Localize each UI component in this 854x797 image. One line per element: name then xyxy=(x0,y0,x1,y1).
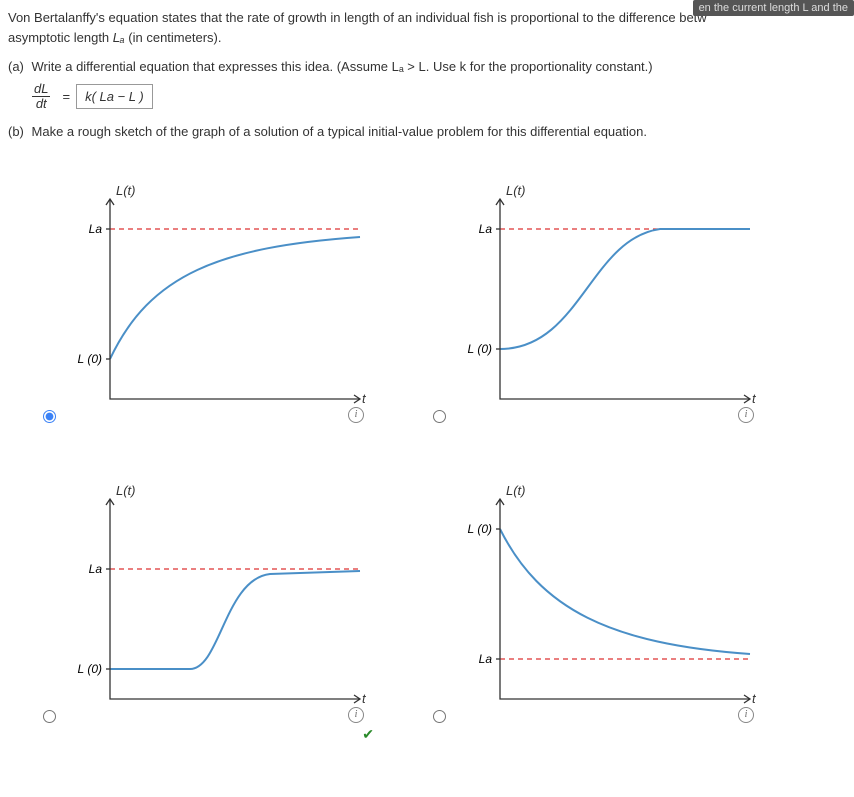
part-b-text: Make a rough sketch of the graph of a so… xyxy=(32,124,647,139)
solution-curve xyxy=(500,529,750,654)
plot: L(t) La L (0) t i xyxy=(450,479,760,729)
y-axis-label: L(t) xyxy=(116,483,136,498)
l0-label: L (0) xyxy=(468,342,492,356)
la-label: La xyxy=(89,222,103,236)
part-b: (b) Make a rough sketch of the graph of … xyxy=(8,124,846,729)
graph-radio[interactable] xyxy=(43,410,56,423)
la-label: La xyxy=(89,562,103,576)
graph-radio[interactable] xyxy=(433,410,446,423)
fraction-dL-dt: dL dt xyxy=(32,82,50,112)
plot: L(t) La L (0) t i xyxy=(60,179,370,429)
x-axis-label: t xyxy=(752,391,757,406)
graph-option: L(t) La L (0) t i xyxy=(428,149,808,429)
axes xyxy=(500,499,750,699)
intro-line-1: Von Bertalanffy's equation states that t… xyxy=(8,10,707,25)
part-a-answer-box[interactable]: k( La − L ) xyxy=(76,84,153,109)
header-badge: en the current length L and the xyxy=(693,0,854,16)
la-label: La xyxy=(479,222,493,236)
plot-svg: L(t) La L (0) t xyxy=(450,479,760,729)
l0-label: L (0) xyxy=(468,522,492,536)
info-icon[interactable]: i xyxy=(348,407,364,423)
equals-sign: = xyxy=(62,89,70,104)
part-b-label: (b) xyxy=(8,124,24,139)
graph-radio[interactable] xyxy=(433,710,446,723)
plot-svg: L(t) La L (0) t xyxy=(450,179,760,429)
solution-curve xyxy=(110,571,360,669)
l0-label: L (0) xyxy=(78,352,102,366)
intro-line-2: asymptotic length Lₐ (in centimeters). xyxy=(8,30,221,45)
graph-option: L(t) La L (0) t i✔ xyxy=(38,449,418,729)
x-axis-label: t xyxy=(362,391,367,406)
solution-curve xyxy=(110,237,360,359)
info-icon[interactable]: i xyxy=(738,707,754,723)
x-axis-label: t xyxy=(752,691,757,706)
plot: L(t) La L (0) t i✔ xyxy=(60,479,370,729)
la-label: La xyxy=(479,652,493,666)
graph-option: L(t) La L (0) t i xyxy=(428,449,808,729)
graph-option: L(t) La L (0) t i xyxy=(38,149,418,429)
plot-svg: L(t) La L (0) t xyxy=(60,479,370,729)
plot-svg: L(t) La L (0) t xyxy=(60,179,370,429)
part-a-label: (a) xyxy=(8,59,24,74)
y-axis-label: L(t) xyxy=(506,183,526,198)
check-icon: ✔ xyxy=(362,726,374,743)
y-axis-label: L(t) xyxy=(506,483,526,498)
solution-curve xyxy=(500,229,750,349)
graph-radio[interactable] xyxy=(43,710,56,723)
part-a: (a) Write a differential equation that e… xyxy=(8,59,846,112)
l0-label: L (0) xyxy=(78,662,102,676)
graph-options-grid: L(t) La L (0) t i L(t) La L (0) t i L(t) xyxy=(38,149,846,729)
x-axis-label: t xyxy=(362,691,367,706)
y-axis-label: L(t) xyxy=(116,183,136,198)
part-a-equation: dL dt = k( La − L ) xyxy=(32,82,846,112)
part-a-text: Write a differential equation that expre… xyxy=(32,59,653,74)
info-icon[interactable]: i xyxy=(738,407,754,423)
plot: L(t) La L (0) t i xyxy=(450,179,760,429)
info-icon[interactable]: i xyxy=(348,707,364,723)
